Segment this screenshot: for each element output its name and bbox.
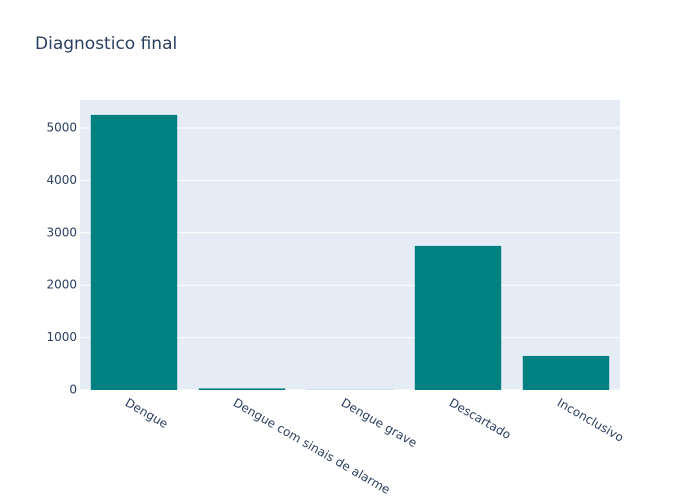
bar [415, 246, 501, 390]
chart-title: Diagnostico final [35, 34, 177, 54]
y-tick-label: 1000 [46, 330, 77, 344]
y-tick-label: 0 [69, 383, 77, 397]
x-tick-label: Descartado [447, 396, 514, 443]
bar [91, 115, 177, 390]
x-tick-label: Dengue [123, 396, 171, 432]
bar [199, 388, 285, 390]
y-tick-label: 2000 [46, 278, 77, 292]
y-tick-label: 3000 [46, 225, 77, 239]
y-tick-label: 4000 [46, 173, 77, 187]
bar [523, 356, 609, 390]
x-tick-label: Dengue grave [339, 396, 420, 451]
y-tick-label: 5000 [46, 120, 77, 134]
x-tick-label: Inconclusivo [555, 396, 626, 445]
